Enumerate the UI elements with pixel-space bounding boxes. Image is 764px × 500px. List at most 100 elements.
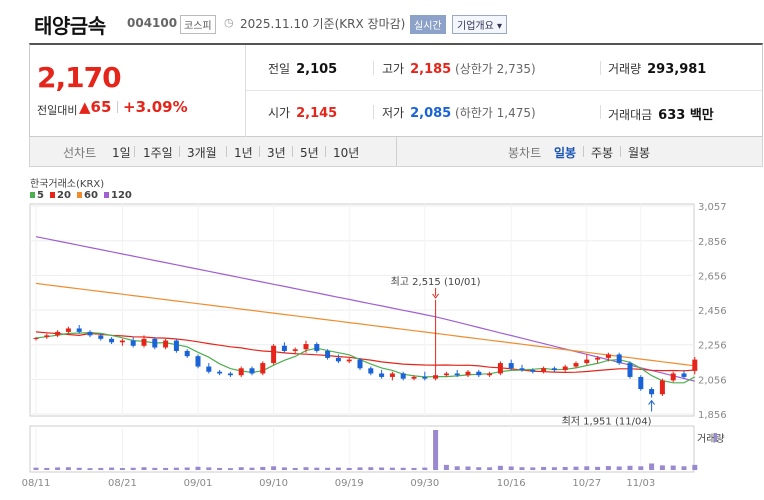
period-1y[interactable]: 1년	[234, 146, 253, 160]
candle-body	[584, 359, 590, 364]
candle-body	[130, 340, 136, 346]
price-summary: 2,170 전일대비 ▲65 +3.09% 전일 2,105 고가 2,185 (상…	[29, 43, 763, 137]
candle-body	[184, 350, 190, 357]
volume-bar	[670, 465, 676, 470]
volume-bar	[476, 467, 482, 470]
lower-limit: (하한가 1,475)	[455, 106, 536, 120]
x-tick-label: 09/10	[259, 478, 288, 489]
divider	[246, 90, 762, 91]
candle-body	[227, 373, 233, 376]
candle-body	[519, 368, 525, 371]
divider	[226, 146, 227, 157]
diff-value: ▲65	[79, 98, 112, 116]
candle-body	[249, 368, 255, 374]
candle-body	[681, 373, 687, 377]
candle-body	[65, 328, 71, 332]
candle-body	[379, 373, 385, 377]
volume-bars	[33, 430, 698, 470]
prev-value: 2,105	[296, 62, 338, 77]
candle-chart-label: 봉차트	[508, 146, 542, 160]
volume-bar	[163, 467, 169, 470]
stock-chart: 한국거래소(KRX) 5 20 60 120 3,057 2,856 2,656 2,456…	[22, 178, 727, 489]
current-price: 2,170	[37, 61, 122, 94]
x-tick-label: 10/27	[572, 478, 601, 489]
candle-body	[605, 354, 611, 358]
period-1d[interactable]: 1일	[112, 146, 131, 160]
volume-bar	[638, 466, 644, 470]
volume-bar	[206, 467, 212, 470]
volume-bar	[227, 468, 233, 470]
market-badge: 코스피	[180, 15, 216, 34]
divider	[583, 146, 584, 157]
x-tick-label: 08/21	[108, 478, 137, 489]
volume-bar	[368, 467, 374, 470]
divider	[620, 146, 621, 157]
candle-body	[595, 357, 601, 360]
stock-code: 004100	[127, 16, 178, 30]
candle-body	[573, 363, 579, 367]
volume-bar	[454, 466, 460, 470]
x-tick-label: 09/19	[335, 478, 364, 489]
volume-bar	[692, 464, 698, 470]
x-tick-label: 11/03	[626, 478, 655, 489]
line-chart-label: 선차트	[63, 146, 97, 160]
period-3m[interactable]: 3개월	[187, 146, 217, 160]
current-price-panel: 2,170 전일대비 ▲65 +3.09%	[30, 45, 246, 137]
volume-bar	[497, 465, 503, 470]
volume-bar	[422, 467, 428, 470]
candle-body	[389, 373, 395, 377]
candle-body	[195, 356, 201, 367]
volume-bar	[346, 467, 352, 470]
open-price: 시가 2,145	[268, 104, 337, 121]
legend-swatch	[104, 192, 109, 198]
candle-body	[465, 371, 471, 376]
date-text: 2025.11.10 기준(KRX 장마감)	[240, 17, 406, 31]
candle-body	[476, 371, 482, 376]
ma20-line	[35, 331, 695, 374]
candle-daily[interactable]: 일봉	[554, 146, 577, 160]
divider	[600, 105, 601, 119]
high-annotation: 최고 2,515 (10/01)	[391, 276, 481, 288]
candle-weekly[interactable]: 주봉	[591, 146, 614, 160]
legend-swatch	[50, 192, 55, 198]
volume-bar	[109, 467, 115, 470]
period-1w[interactable]: 1주일	[143, 146, 173, 160]
period-3y[interactable]: 3년	[267, 146, 286, 160]
axis-ticks: 3,057 2,856 2,656 2,456 2,256 2,056 1,856 08/11…	[22, 202, 727, 489]
candle-body	[487, 373, 493, 376]
volume-bar	[541, 466, 547, 470]
candle-body	[433, 375, 439, 379]
volume-bar	[487, 467, 493, 470]
period-5y[interactable]: 5년	[300, 146, 319, 160]
ma120-line	[35, 236, 695, 382]
legend-swatch	[77, 192, 82, 198]
x-tick-label: 08/11	[22, 478, 51, 489]
candle-body	[33, 337, 39, 339]
volume-bar	[281, 467, 287, 470]
volume-bar	[44, 467, 50, 470]
period-bar: 선차트 1일 1주일 3개월 1년 3년 5년 10년 봉차트 일봉 주봉 월봉	[29, 137, 763, 167]
volume-bar	[562, 467, 568, 470]
candle-body	[271, 345, 277, 364]
candle-body	[119, 340, 125, 343]
period-10y[interactable]: 10년	[333, 146, 360, 160]
volume-plot-area	[29, 425, 695, 473]
volume-bar	[65, 467, 71, 470]
low-arrow-head	[648, 399, 655, 405]
candle-monthly[interactable]: 월봉	[628, 146, 651, 160]
x-tick-label: 09/30	[410, 478, 439, 489]
volume-bar	[173, 467, 179, 470]
volume-bar	[292, 467, 298, 470]
candle-body	[411, 376, 417, 379]
candle-body	[346, 359, 352, 362]
volume-bar	[465, 466, 471, 470]
volume-bar	[325, 467, 331, 470]
ma60-line	[35, 282, 695, 367]
candle-body	[692, 359, 698, 371]
company-info-dropdown[interactable]: 기업개요 ▾	[452, 15, 507, 34]
prev-label: 전일	[268, 62, 291, 76]
high-value: 2,185	[410, 62, 452, 77]
annotations: 최고 2,515 (10/01) 최저 1,951 (11/04)	[391, 276, 655, 428]
open-label: 시가	[268, 106, 291, 120]
realtime-button[interactable]: 실시간	[410, 15, 446, 34]
